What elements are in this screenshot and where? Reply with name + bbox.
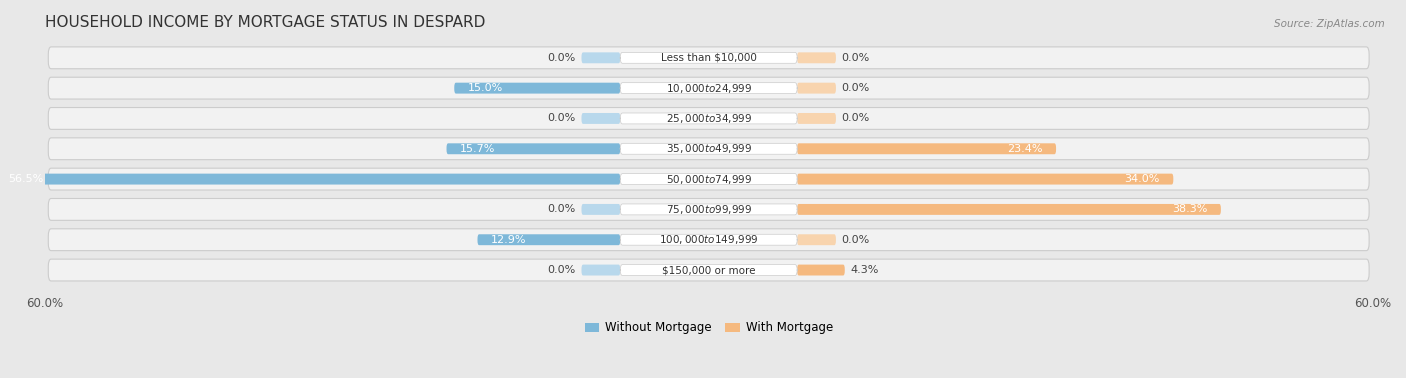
Text: 56.5%: 56.5% [8,174,44,184]
FancyBboxPatch shape [797,53,837,63]
Text: 0.0%: 0.0% [548,113,576,124]
Text: $150,000 or more: $150,000 or more [662,265,755,275]
FancyBboxPatch shape [620,174,797,184]
Text: $25,000 to $34,999: $25,000 to $34,999 [665,112,752,125]
FancyBboxPatch shape [582,113,620,124]
Text: $50,000 to $74,999: $50,000 to $74,999 [665,173,752,186]
FancyBboxPatch shape [620,143,797,154]
FancyBboxPatch shape [582,265,620,276]
Text: 34.0%: 34.0% [1125,174,1160,184]
FancyBboxPatch shape [454,83,620,94]
Legend: Without Mortgage, With Mortgage: Without Mortgage, With Mortgage [579,317,838,339]
FancyBboxPatch shape [48,77,1369,99]
FancyBboxPatch shape [620,113,797,124]
FancyBboxPatch shape [0,174,620,184]
Text: $100,000 to $149,999: $100,000 to $149,999 [659,233,758,246]
Text: HOUSEHOLD INCOME BY MORTGAGE STATUS IN DESPARD: HOUSEHOLD INCOME BY MORTGAGE STATUS IN D… [45,15,485,30]
Text: Source: ZipAtlas.com: Source: ZipAtlas.com [1274,19,1385,29]
FancyBboxPatch shape [48,107,1369,129]
FancyBboxPatch shape [797,143,1056,154]
FancyBboxPatch shape [620,53,797,63]
FancyBboxPatch shape [797,204,1220,215]
FancyBboxPatch shape [797,265,845,276]
FancyBboxPatch shape [48,229,1369,251]
Text: 15.7%: 15.7% [460,144,495,154]
Text: Less than $10,000: Less than $10,000 [661,53,756,63]
FancyBboxPatch shape [797,83,837,94]
Text: $35,000 to $49,999: $35,000 to $49,999 [665,142,752,155]
Text: 4.3%: 4.3% [851,265,879,275]
FancyBboxPatch shape [620,265,797,276]
FancyBboxPatch shape [447,143,620,154]
Text: 12.9%: 12.9% [491,235,526,245]
Text: 0.0%: 0.0% [548,53,576,63]
Text: 38.3%: 38.3% [1173,204,1208,214]
FancyBboxPatch shape [48,259,1369,281]
Text: 0.0%: 0.0% [548,204,576,214]
FancyBboxPatch shape [48,168,1369,190]
FancyBboxPatch shape [478,234,620,245]
FancyBboxPatch shape [620,83,797,94]
Text: 0.0%: 0.0% [841,235,870,245]
FancyBboxPatch shape [620,204,797,215]
Text: $10,000 to $24,999: $10,000 to $24,999 [665,82,752,94]
FancyBboxPatch shape [48,47,1369,69]
Text: 0.0%: 0.0% [548,265,576,275]
Text: 0.0%: 0.0% [841,83,870,93]
FancyBboxPatch shape [582,53,620,63]
FancyBboxPatch shape [620,234,797,245]
FancyBboxPatch shape [48,138,1369,160]
Text: 15.0%: 15.0% [468,83,503,93]
Text: 0.0%: 0.0% [841,113,870,124]
Text: 0.0%: 0.0% [841,53,870,63]
Text: 23.4%: 23.4% [1007,144,1043,154]
Text: $75,000 to $99,999: $75,000 to $99,999 [665,203,752,216]
FancyBboxPatch shape [797,174,1174,184]
FancyBboxPatch shape [797,113,837,124]
FancyBboxPatch shape [48,198,1369,220]
FancyBboxPatch shape [797,234,837,245]
FancyBboxPatch shape [582,204,620,215]
